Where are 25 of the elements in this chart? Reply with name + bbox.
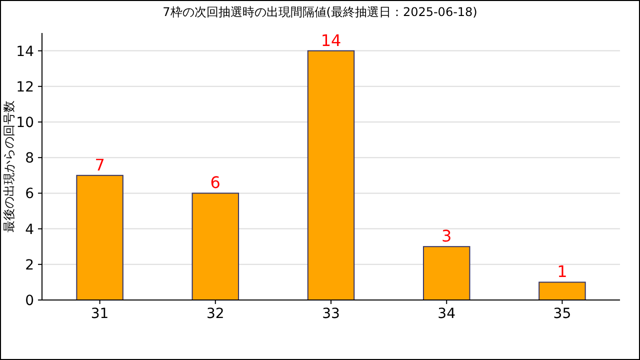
- y-tick-label: 12: [16, 79, 34, 96]
- y-tick-label: 6: [25, 186, 34, 202]
- y-tick-label: 14: [16, 44, 34, 60]
- chart-title: 7枠の次回抽選時の出現間隔値(最終抽選日：2025-06-18): [162, 5, 478, 19]
- data-label: 6: [210, 173, 220, 192]
- data-label: 14: [320, 30, 342, 50]
- y-tick-label: 4: [25, 222, 34, 238]
- x-tick-label: 34: [438, 306, 456, 322]
- data-label: 7: [94, 155, 105, 174]
- data-label: 3: [442, 226, 452, 246]
- x-tick-label: 33: [322, 306, 340, 322]
- y-tick-label: 2: [25, 257, 34, 274]
- x-tick-label: 32: [206, 306, 224, 322]
- y-tick-label: 0: [25, 293, 34, 309]
- x-tick-label: 35: [553, 306, 572, 322]
- bar: [538, 282, 586, 300]
- y-tick-label: 10: [16, 115, 34, 131]
- bar: [192, 192, 240, 300]
- bar: [422, 246, 470, 300]
- bar: [307, 50, 355, 300]
- data-label: 1: [557, 262, 568, 282]
- x-tick-label: 31: [90, 306, 109, 322]
- y-axis-title: 最後の出現からの回号数: [2, 100, 16, 232]
- y-tick-label: 8: [25, 150, 34, 167]
- bar: [76, 174, 124, 300]
